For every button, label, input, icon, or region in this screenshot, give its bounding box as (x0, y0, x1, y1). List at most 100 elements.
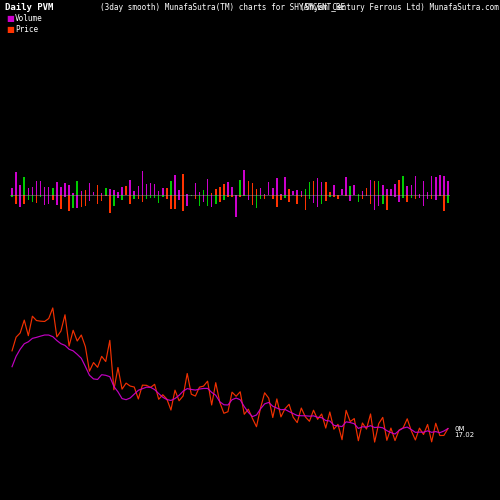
Bar (76, 195, 78, 207)
Bar (64, 184, 66, 195)
Bar (24, 195, 25, 204)
Bar (97, 195, 98, 204)
Bar (40, 181, 42, 195)
Bar (97, 185, 98, 195)
Bar (84, 190, 86, 195)
Bar (304, 189, 306, 195)
Bar (300, 191, 302, 195)
Bar (346, 177, 347, 195)
Bar (174, 195, 176, 209)
Bar (317, 195, 318, 207)
Bar (378, 181, 380, 195)
Bar (48, 187, 50, 195)
Bar (166, 188, 168, 195)
Bar (122, 187, 123, 195)
Bar (92, 192, 94, 195)
Bar (288, 195, 290, 202)
Bar (329, 192, 330, 195)
Bar (219, 195, 220, 202)
Bar (36, 182, 38, 195)
Bar (244, 195, 245, 196)
Bar (162, 188, 164, 195)
Bar (80, 190, 82, 195)
Bar (390, 189, 392, 195)
Bar (366, 188, 368, 195)
Bar (113, 190, 114, 195)
Bar (333, 186, 334, 195)
Bar (194, 183, 196, 195)
Bar (284, 195, 286, 198)
Bar (154, 195, 156, 198)
Bar (280, 194, 281, 195)
Bar (215, 195, 216, 204)
Bar (76, 180, 78, 195)
Bar (240, 195, 241, 198)
Bar (105, 188, 106, 195)
Bar (130, 195, 131, 204)
Bar (325, 195, 326, 201)
Bar (386, 195, 388, 210)
Bar (422, 195, 424, 205)
Bar (182, 174, 184, 195)
Bar (292, 191, 294, 195)
Bar (138, 195, 139, 198)
Bar (276, 178, 278, 195)
Bar (134, 190, 135, 195)
Bar (435, 177, 436, 195)
Bar (414, 176, 416, 195)
Bar (68, 195, 70, 211)
Bar (60, 186, 62, 195)
Bar (198, 195, 200, 205)
Bar (312, 182, 314, 195)
Bar (56, 182, 58, 195)
Bar (358, 195, 359, 202)
Bar (227, 182, 228, 195)
Bar (321, 182, 322, 195)
Bar (154, 184, 156, 195)
Bar (52, 188, 54, 195)
Bar (414, 195, 416, 198)
Bar (170, 195, 172, 208)
Bar (20, 184, 21, 195)
Bar (304, 195, 306, 210)
Bar (402, 176, 404, 195)
Bar (308, 182, 310, 195)
Bar (109, 190, 110, 195)
Text: Price: Price (15, 25, 38, 34)
Bar (88, 182, 90, 195)
Bar (138, 186, 139, 195)
Bar (321, 195, 322, 204)
Bar (382, 185, 384, 195)
Bar (252, 183, 253, 195)
Text: ■: ■ (6, 25, 14, 34)
Bar (28, 195, 29, 200)
Bar (32, 195, 33, 202)
Bar (300, 195, 302, 197)
Bar (227, 195, 228, 197)
Text: (Shyam Century Ferrous Ltd) MunafaSutra.com: (Shyam Century Ferrous Ltd) MunafaSutra.… (300, 2, 499, 12)
Bar (68, 185, 70, 195)
Text: ■: ■ (6, 14, 14, 23)
Bar (122, 195, 123, 200)
Bar (370, 180, 372, 195)
Bar (362, 190, 363, 195)
Bar (186, 194, 188, 195)
Bar (24, 178, 25, 195)
Bar (16, 172, 17, 195)
Bar (84, 195, 86, 205)
Bar (162, 195, 164, 197)
Bar (337, 195, 338, 199)
Bar (333, 195, 334, 197)
Text: 17.02: 17.02 (454, 432, 474, 438)
Bar (158, 192, 160, 195)
Bar (296, 190, 298, 195)
Bar (447, 195, 448, 203)
Bar (342, 188, 343, 195)
Bar (398, 180, 400, 195)
Bar (109, 195, 110, 213)
Bar (248, 181, 249, 195)
Bar (390, 195, 392, 196)
Bar (264, 195, 266, 199)
Bar (101, 195, 102, 202)
Bar (276, 195, 278, 206)
